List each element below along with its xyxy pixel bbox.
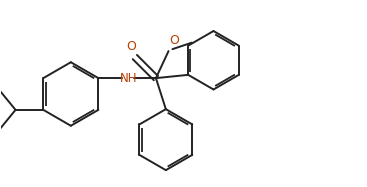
Text: O: O xyxy=(170,34,179,47)
Text: NH: NH xyxy=(119,72,137,85)
Text: O: O xyxy=(126,40,136,53)
